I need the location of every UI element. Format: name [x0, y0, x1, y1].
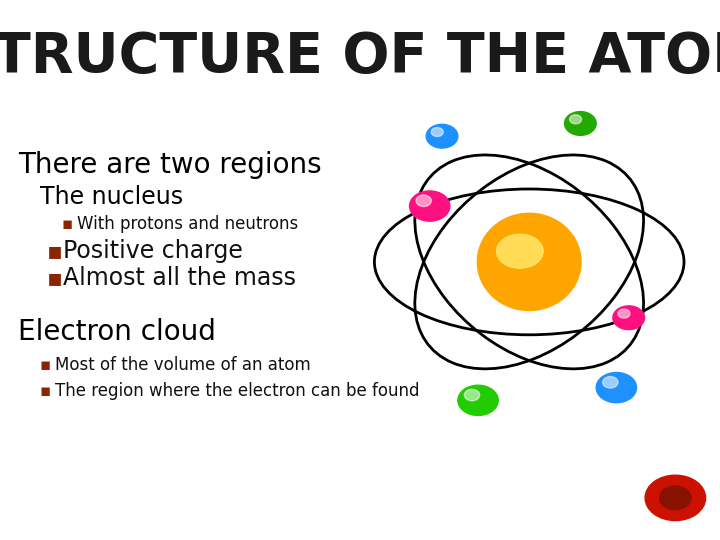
Text: STRUCTURE OF THE ATOM: STRUCTURE OF THE ATOM: [0, 30, 720, 84]
Circle shape: [431, 127, 444, 137]
Circle shape: [458, 385, 498, 415]
Text: ▪: ▪: [61, 215, 73, 233]
Text: The nucleus: The nucleus: [40, 185, 183, 209]
Text: ▪: ▪: [47, 239, 63, 263]
Circle shape: [416, 195, 431, 206]
Circle shape: [426, 124, 458, 148]
Text: With protons and neutrons: With protons and neutrons: [77, 215, 298, 233]
Text: ▪: ▪: [47, 266, 63, 290]
Text: Electron cloud: Electron cloud: [18, 318, 216, 346]
Circle shape: [613, 306, 644, 329]
Text: Positive charge: Positive charge: [63, 239, 243, 263]
Circle shape: [660, 486, 691, 510]
Circle shape: [603, 376, 618, 388]
Ellipse shape: [497, 234, 543, 268]
Circle shape: [564, 112, 596, 136]
Circle shape: [570, 115, 582, 124]
Text: Almost all the mass: Almost all the mass: [63, 266, 296, 290]
Text: ▪: ▪: [40, 355, 51, 374]
Circle shape: [464, 389, 480, 401]
Ellipse shape: [477, 213, 581, 310]
Text: The region where the electron can be found: The region where the electron can be fou…: [55, 382, 420, 401]
Text: Most of the volume of an atom: Most of the volume of an atom: [55, 355, 311, 374]
Circle shape: [618, 309, 630, 318]
Circle shape: [645, 475, 706, 521]
Text: There are two regions: There are two regions: [18, 151, 322, 179]
Text: ▪: ▪: [40, 382, 51, 401]
Circle shape: [410, 191, 450, 221]
Circle shape: [596, 373, 636, 403]
